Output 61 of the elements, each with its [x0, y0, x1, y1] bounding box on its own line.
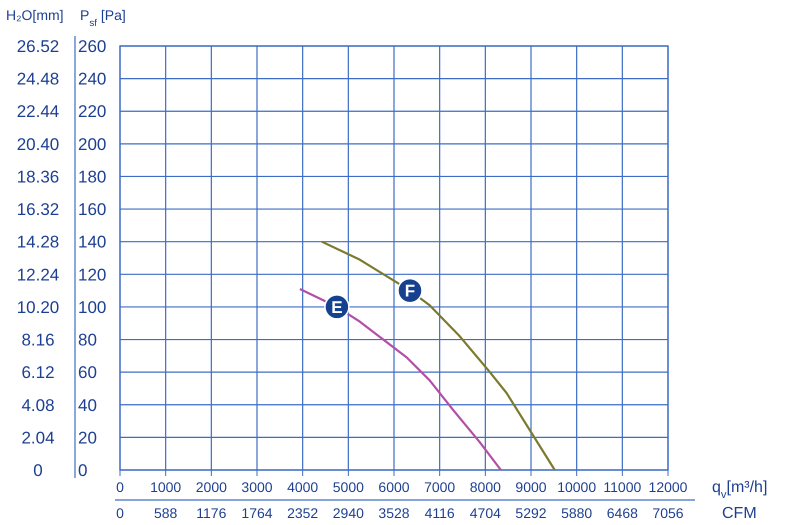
x-tick-label: 4000 [287, 479, 318, 495]
y-tick-label: 60 [78, 363, 97, 382]
x-tick-label: 1000 [150, 479, 182, 495]
y2-tick-label: 20.40 [16, 134, 60, 154]
series-label: F [404, 282, 416, 301]
x2-axis-title: CFM [722, 505, 757, 522]
x2-tick-label: 3528 [378, 505, 410, 521]
y2-tick-label: 8.16 [21, 330, 55, 350]
x-tick-label: 6000 [378, 479, 410, 495]
y-axis-title: P$_{sf}$ [Pa] [80, 7, 126, 28]
series-label: E [331, 298, 343, 317]
x2-tick-label: 5880 [561, 505, 592, 521]
x2-tick-label: 1176 [196, 505, 227, 521]
y-tick-label: 20 [78, 428, 97, 448]
y-tick-label: 140 [78, 232, 106, 252]
x2-tick-label: 1764 [241, 505, 273, 521]
x2-tick-label: 4116 [424, 505, 455, 521]
x2-tick-label: 588 [154, 505, 178, 521]
x-tick-label: 9000 [515, 479, 547, 495]
x2-tick-label: 5292 [515, 505, 547, 521]
y2-tick-label: 6.12 [21, 363, 55, 382]
y2-tick-label: 10.20 [16, 298, 60, 317]
x-tick-label: 0 [116, 479, 124, 495]
y2-tick-label: 22.44 [16, 102, 60, 122]
y-tick-label: 200 [78, 134, 106, 154]
x-tick-label: 2000 [196, 479, 228, 495]
y-tick-label: 100 [78, 298, 106, 317]
x-tick-label: 3000 [241, 479, 273, 495]
y-tick-label: 0 [78, 461, 88, 480]
x2-tick-label: 2940 [332, 505, 364, 521]
y2-tick-label: 26.52 [16, 37, 60, 56]
y2-tick-label: 4.08 [21, 396, 55, 415]
y-tick-label: 180 [78, 167, 106, 186]
x2-tick-label: 4704 [470, 505, 502, 521]
x-tick-label: 8000 [470, 479, 502, 495]
y2-tick-label: 16.32 [16, 200, 60, 220]
x-tick-label: 5000 [332, 479, 364, 495]
y-tick-label: 40 [78, 396, 97, 415]
x2-tick-label: 6468 [606, 505, 638, 521]
y2-tick-label: 2.04 [21, 428, 55, 448]
y2-tick-label: 24.48 [16, 70, 60, 89]
y-tick-label: 220 [78, 102, 106, 122]
y2-tick-label: 18.36 [16, 167, 60, 186]
y-tick-label: 120 [78, 265, 106, 284]
y2-axis-title: H₂O[mm] [6, 7, 64, 23]
y2-tick-label: 14.28 [16, 232, 60, 252]
x2-tick-label: 7056 [652, 505, 684, 521]
x2-tick-label: 2352 [287, 505, 318, 521]
x-tick-label: 10000 [557, 479, 596, 495]
y-tick-label: 160 [78, 200, 106, 220]
y-tick-label: 260 [78, 37, 106, 56]
y2-tick-label: 12.24 [16, 265, 60, 284]
x2-tick-label: 0 [116, 505, 124, 521]
y-tick-label: 80 [78, 330, 97, 350]
y-tick-label: 240 [78, 70, 106, 89]
y2-tick-label: 0 [33, 461, 43, 480]
x-tick-label: 11000 [603, 479, 642, 495]
x-axis-title: q$_{v}$[m³/h] [712, 479, 768, 501]
x-tick-label: 7000 [424, 479, 456, 495]
x-tick-label: 12000 [648, 479, 688, 495]
line-series [320, 240, 556, 472]
